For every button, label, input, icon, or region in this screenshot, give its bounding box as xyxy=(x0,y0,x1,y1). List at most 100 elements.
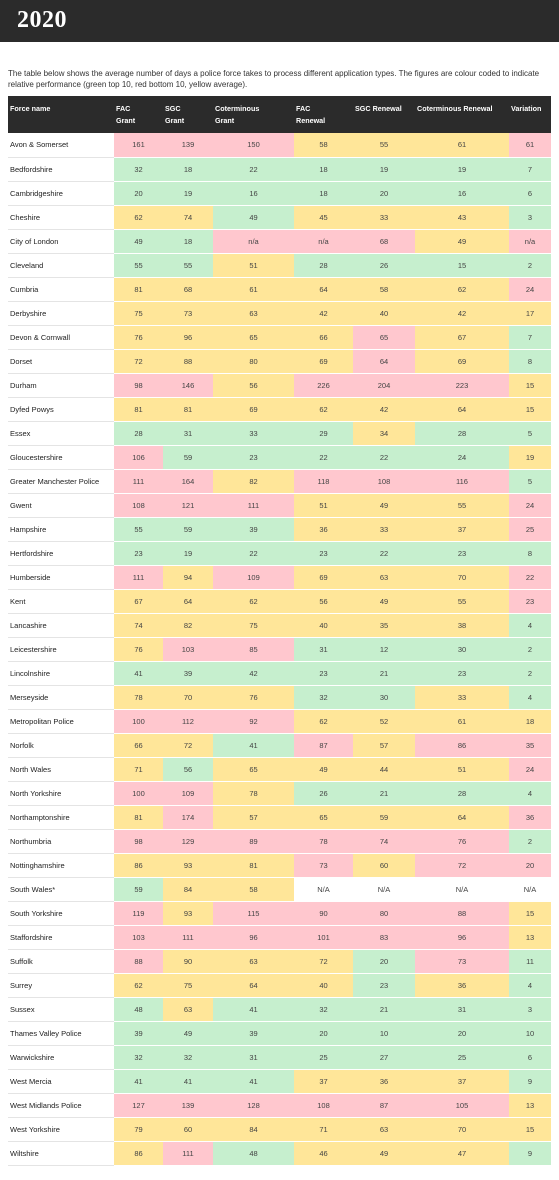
force-name-cell: Hampshire xyxy=(8,517,114,542)
value-cell: 49 xyxy=(163,1021,213,1046)
value-cell: 46 xyxy=(294,1141,353,1166)
table-row: Cambridgeshire 20 19 16 18 20 16 6 xyxy=(8,181,551,206)
value-cell: 58 xyxy=(353,277,415,302)
column-header-label: FAC xyxy=(296,104,311,113)
table-row: West Mercia 41 41 41 37 36 37 9 xyxy=(8,1069,551,1094)
value-cell: 65 xyxy=(353,325,415,350)
table-row: Hampshire 55 59 39 36 33 37 25 xyxy=(8,517,551,542)
table-row: Avon & Somerset 161 139 150 58 55 61 61 xyxy=(8,133,551,158)
value-cell: 61 xyxy=(213,277,294,302)
value-cell: 105 xyxy=(415,1093,509,1118)
value-cell: 5 xyxy=(509,421,551,446)
value-cell: 21 xyxy=(353,997,415,1022)
table-row: Derbyshire 75 73 63 42 40 42 17 xyxy=(8,301,551,326)
value-cell: 20 xyxy=(415,1021,509,1046)
value-cell: 26 xyxy=(353,253,415,278)
force-name-cell: West Mercia xyxy=(8,1069,114,1094)
value-cell: 4 xyxy=(509,781,551,806)
value-cell: 78 xyxy=(114,685,163,710)
value-cell: 55 xyxy=(353,133,415,158)
value-cell: 61 xyxy=(415,709,509,734)
value-cell: 37 xyxy=(294,1069,353,1094)
value-cell: 98 xyxy=(114,373,163,398)
value-cell: 72 xyxy=(114,349,163,374)
value-cell: 63 xyxy=(353,565,415,590)
value-cell: 23 xyxy=(353,973,415,998)
force-name-cell: West Midlands Police xyxy=(8,1093,114,1118)
value-cell: 23 xyxy=(114,541,163,566)
value-cell: 6 xyxy=(509,1045,551,1070)
table-row: Metropolitan Police 100 112 92 62 52 61 18 xyxy=(8,709,551,734)
value-cell: 119 xyxy=(114,901,163,926)
value-cell: 22 xyxy=(509,565,551,590)
value-cell: N/A xyxy=(353,877,415,902)
value-cell: 36 xyxy=(415,973,509,998)
value-cell: 31 xyxy=(163,421,213,446)
value-cell: 15 xyxy=(509,1117,551,1142)
value-cell: 88 xyxy=(114,949,163,974)
value-cell: 28 xyxy=(415,781,509,806)
value-cell: 69 xyxy=(213,397,294,422)
value-cell: 69 xyxy=(294,349,353,374)
value-cell: 23 xyxy=(213,445,294,470)
value-cell: 31 xyxy=(415,997,509,1022)
table-row: Kent 67 64 62 56 49 55 23 xyxy=(8,589,551,614)
value-cell: 23 xyxy=(415,661,509,686)
table-row: Northamptonshire 81 174 57 65 59 64 36 xyxy=(8,805,551,830)
force-name-cell: Essex xyxy=(8,421,114,446)
column-header-label: Grant xyxy=(116,116,136,125)
value-cell: 35 xyxy=(509,733,551,758)
value-cell: 174 xyxy=(163,805,213,830)
value-cell: 109 xyxy=(213,565,294,590)
value-cell: 49 xyxy=(213,205,294,230)
value-cell: 45 xyxy=(294,205,353,230)
value-cell: 65 xyxy=(213,757,294,782)
table-row: Northumbria 98 129 89 78 74 76 2 xyxy=(8,829,551,854)
value-cell: 7 xyxy=(509,325,551,350)
value-cell: 59 xyxy=(114,877,163,902)
force-name-cell: Avon & Somerset xyxy=(8,133,114,158)
column-header-label: SGC xyxy=(165,104,181,113)
value-cell: 98 xyxy=(114,829,163,854)
table-row: Leicestershire 76 103 85 31 12 30 2 xyxy=(8,637,551,662)
value-cell: 51 xyxy=(213,253,294,278)
value-cell: 72 xyxy=(294,949,353,974)
value-cell: 66 xyxy=(114,733,163,758)
value-cell: 81 xyxy=(114,277,163,302)
value-cell: 59 xyxy=(163,517,213,542)
value-cell: 96 xyxy=(163,325,213,350)
value-cell: 62 xyxy=(213,589,294,614)
column-header: Variation xyxy=(509,96,551,133)
value-cell: 94 xyxy=(163,565,213,590)
value-cell: 74 xyxy=(114,613,163,638)
value-cell: 79 xyxy=(114,1117,163,1142)
value-cell: 15 xyxy=(509,397,551,422)
value-cell: 108 xyxy=(353,469,415,494)
value-cell: 30 xyxy=(353,685,415,710)
value-cell: 22 xyxy=(213,541,294,566)
value-cell: 70 xyxy=(415,1117,509,1142)
column-header-label: Coterminous Renewal xyxy=(417,104,493,113)
value-cell: 51 xyxy=(294,493,353,518)
value-cell: 22 xyxy=(353,541,415,566)
value-cell: 116 xyxy=(415,469,509,494)
value-cell: 24 xyxy=(509,757,551,782)
value-cell: 73 xyxy=(415,949,509,974)
value-cell: 55 xyxy=(415,493,509,518)
value-cell: 96 xyxy=(415,925,509,950)
force-name-cell: Surrey xyxy=(8,973,114,998)
value-cell: 93 xyxy=(163,901,213,926)
intro-text: The table below shows the average number… xyxy=(8,69,540,89)
value-cell: 86 xyxy=(415,733,509,758)
table-row: Essex 28 31 33 29 34 28 5 xyxy=(8,421,551,446)
value-cell: 64 xyxy=(353,349,415,374)
value-cell: 121 xyxy=(163,493,213,518)
value-cell: 37 xyxy=(415,1069,509,1094)
value-cell: 40 xyxy=(294,613,353,638)
table-row: West Midlands Police 127 139 128 108 87 105 13 xyxy=(8,1093,551,1118)
force-name-cell: Norfolk xyxy=(8,733,114,758)
value-cell: 118 xyxy=(294,469,353,494)
value-cell: 70 xyxy=(163,685,213,710)
value-cell: 103 xyxy=(114,925,163,950)
value-cell: 72 xyxy=(415,853,509,878)
